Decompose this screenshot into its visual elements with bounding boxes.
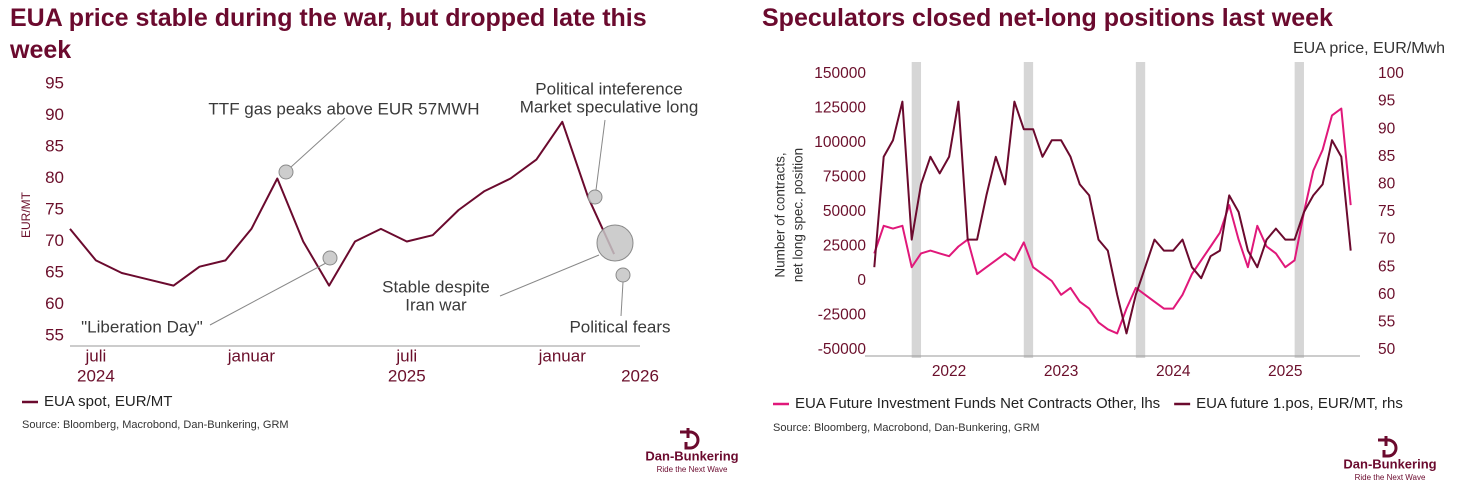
x-year-label: 2026 bbox=[621, 366, 659, 385]
chart-title: Speculators closed net-long positions la… bbox=[762, 4, 1333, 32]
y-axis-label: net long spec. position bbox=[791, 148, 806, 282]
logo-tagline: Ride the Next Wave bbox=[657, 465, 728, 474]
y-tick-label: 75 bbox=[45, 199, 64, 218]
source: Source: Bloomberg, Macrobond, Dan-Bunker… bbox=[773, 422, 1040, 434]
y2-tick-label: 95 bbox=[1378, 93, 1395, 110]
series-line bbox=[873, 100, 1352, 335]
y-tick-label: 25000 bbox=[823, 238, 866, 255]
annotation-leader bbox=[595, 119, 606, 191]
y2-tick-label: 100 bbox=[1378, 65, 1404, 82]
annotation-circle bbox=[322, 250, 338, 266]
annotation-leader bbox=[290, 117, 346, 168]
annotation: Market speculative long bbox=[520, 97, 699, 116]
y-tick-label: 65 bbox=[45, 262, 64, 281]
y-tick-label: 125000 bbox=[814, 100, 866, 117]
y2-tick-label: 50 bbox=[1378, 341, 1396, 358]
y-tick-label: 0 bbox=[857, 272, 866, 289]
annotation-circle bbox=[587, 189, 603, 205]
x-year-label: 2024 bbox=[77, 366, 115, 385]
y-tick-label: 50000 bbox=[823, 203, 866, 220]
series-line bbox=[873, 107, 1352, 335]
source: Source: Bloomberg, Macrobond, Dan-Bunker… bbox=[22, 419, 289, 431]
logo-name: Dan-Bunkering bbox=[1343, 456, 1436, 471]
annotation-leader bbox=[209, 262, 327, 326]
series-line bbox=[69, 120, 616, 287]
logo-icon bbox=[1378, 436, 1398, 458]
y-tick-label: 75000 bbox=[823, 169, 866, 186]
y-axis-label: EUR/MT bbox=[19, 191, 33, 238]
shaded-period bbox=[1023, 62, 1034, 358]
y-tick-label: 60 bbox=[45, 294, 64, 313]
x-tick-label: januar bbox=[538, 346, 587, 365]
y2-tick-label: 70 bbox=[1378, 231, 1396, 248]
x-tick-label: 2025 bbox=[1268, 363, 1302, 380]
y2-tick-label: 90 bbox=[1378, 120, 1396, 137]
shaded-period bbox=[1294, 62, 1304, 358]
y-tick-label: 70 bbox=[45, 231, 64, 250]
legend-label: EUA Future Investment Funds Net Contract… bbox=[795, 395, 1160, 412]
logo-icon bbox=[680, 428, 700, 450]
annotation-circle bbox=[278, 164, 294, 180]
logo-tagline: Ride the Next Wave bbox=[1355, 473, 1426, 482]
x-tick-label: juli bbox=[395, 346, 417, 365]
x-tick-label: januar bbox=[227, 346, 276, 365]
y-tick-label: 55 bbox=[45, 325, 64, 344]
y2-tick-label: 60 bbox=[1378, 286, 1396, 303]
y-tick-label: -50000 bbox=[818, 341, 867, 358]
y-tick-label: 100000 bbox=[814, 134, 866, 151]
y-tick-label: 95 bbox=[45, 73, 64, 92]
annotation: Iran war bbox=[405, 295, 467, 314]
shaded-period bbox=[1135, 62, 1146, 358]
x-tick-label: 2023 bbox=[1044, 363, 1078, 380]
y-tick-label: 85 bbox=[45, 136, 64, 155]
y-axis-label: Number of contracts, bbox=[773, 152, 788, 277]
x-tick-label: juli bbox=[85, 346, 107, 365]
chart-title: EUA price stable during the war, but dro… bbox=[10, 4, 647, 64]
y2-tick-label: 85 bbox=[1378, 148, 1395, 165]
annotation: Political fears bbox=[569, 317, 670, 336]
annotation-leader bbox=[620, 281, 624, 317]
y2-tick-label: 80 bbox=[1378, 175, 1396, 192]
y2-axis-label: EUA price, EUR/Mwh bbox=[1293, 40, 1445, 57]
annotation: TTF gas peaks above EUR 57MWH bbox=[208, 99, 479, 118]
y-tick-label: -25000 bbox=[818, 307, 867, 324]
y2-tick-label: 65 bbox=[1378, 258, 1395, 275]
y2-tick-label: 75 bbox=[1378, 203, 1395, 220]
annotation: Stable despite bbox=[382, 277, 490, 296]
legend-label: EUA spot, EUR/MT bbox=[44, 393, 172, 410]
annotation: "Liberation Day" bbox=[81, 317, 203, 336]
legend-label: EUA future 1.pos, EUR/MT, rhs bbox=[1196, 395, 1403, 412]
y-tick-label: 80 bbox=[45, 168, 64, 187]
y-tick-label: 90 bbox=[45, 105, 64, 124]
x-tick-label: 2022 bbox=[932, 363, 966, 380]
y2-tick-label: 55 bbox=[1378, 313, 1395, 330]
x-tick-label: 2024 bbox=[1156, 363, 1191, 380]
annotation-circle bbox=[615, 267, 631, 283]
annotation: Political inteference bbox=[535, 79, 682, 98]
x-year-label: 2025 bbox=[388, 366, 426, 385]
y-tick-label: 150000 bbox=[814, 65, 866, 82]
annotation-leader bbox=[499, 254, 600, 297]
annotation-circle bbox=[596, 224, 634, 262]
logo-name: Dan-Bunkering bbox=[645, 448, 738, 463]
